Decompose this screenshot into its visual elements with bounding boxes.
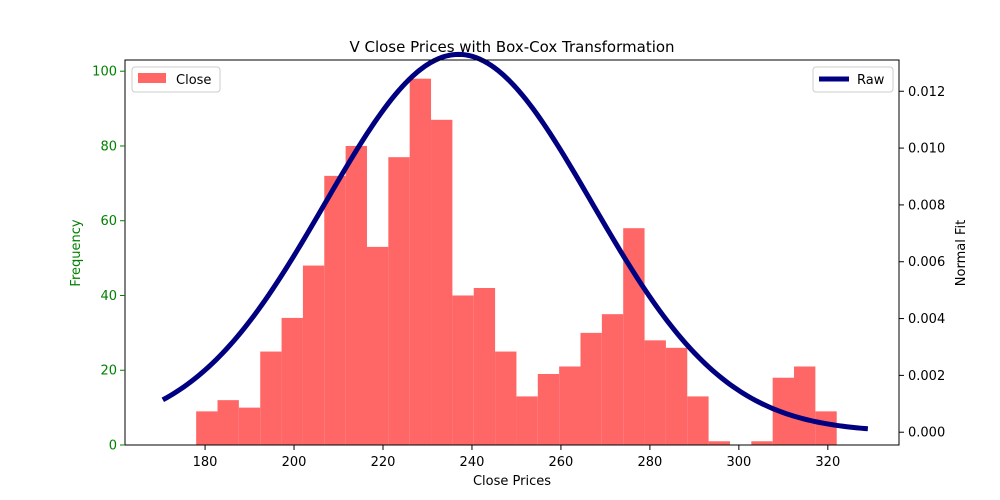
histogram-bar xyxy=(345,145,367,445)
chart-title: V Close Prices with Box-Cox Transformati… xyxy=(349,38,674,56)
histogram-bar xyxy=(302,265,325,445)
histogram-bar xyxy=(260,351,282,445)
histogram-bar xyxy=(217,400,239,445)
normal-fit-line xyxy=(161,51,869,432)
x-tick-label: 320 xyxy=(815,455,840,470)
histogram-bar xyxy=(687,396,709,445)
x-tick-label: 200 xyxy=(282,455,307,470)
y-tick-label: 20 xyxy=(100,364,117,379)
x-tick-label: 220 xyxy=(371,455,396,470)
histogram-bar xyxy=(559,366,581,445)
y2-tick-label: 0.002 xyxy=(908,369,945,384)
y2-tick-label: 0.004 xyxy=(908,312,945,327)
histogram-bar xyxy=(196,411,218,445)
histogram-bar xyxy=(794,366,816,445)
histogram-bars xyxy=(196,78,837,445)
right-y-axis-title: Normal Fit xyxy=(954,220,969,286)
histogram-bar xyxy=(495,351,517,445)
left-y-axis-title: Frequency xyxy=(69,219,84,286)
histogram-bar xyxy=(601,314,624,445)
plot-frame xyxy=(124,59,900,446)
histogram-bar xyxy=(431,119,453,445)
y-tick-label: 40 xyxy=(100,289,117,304)
histogram-bar xyxy=(644,340,666,445)
histogram-bar xyxy=(281,317,303,445)
y2-tick-label: 0.012 xyxy=(908,85,945,100)
legend-label-raw: Raw xyxy=(857,73,885,88)
legend-swatch-close xyxy=(138,73,166,83)
x-tick-label: 260 xyxy=(549,455,574,470)
histogram-bar xyxy=(409,78,432,445)
right-y-axis-ticks: 0.000 0.002 0.004 0.006 0.008 0.010 0.012 xyxy=(899,85,945,441)
histogram-bar xyxy=(388,157,410,445)
legend-label-close: Close xyxy=(176,73,211,88)
histogram-bar xyxy=(580,332,602,445)
legend-left: Close xyxy=(131,66,221,93)
y-tick-label: 0 xyxy=(109,439,117,454)
x-tick-label: 280 xyxy=(637,455,662,470)
x-axis-ticks: 180 200 220 240 260 280 300 320 xyxy=(193,445,840,470)
histogram-bar xyxy=(324,175,346,445)
y2-tick-label: 0.008 xyxy=(908,198,945,213)
y2-tick-label: 0.006 xyxy=(908,255,945,270)
x-tick-label: 240 xyxy=(460,455,485,470)
histogram-bar xyxy=(665,347,688,445)
histogram-bar xyxy=(473,288,496,445)
histogram-bar xyxy=(815,411,837,445)
legend-right-box xyxy=(812,66,894,93)
y2-tick-label: 0.010 xyxy=(908,142,945,157)
x-tick-label: 300 xyxy=(726,455,751,470)
legend-right: Raw xyxy=(812,66,894,93)
left-y-axis-ticks: 0 20 40 60 80 100 xyxy=(92,65,125,454)
y2-tick-label: 0.000 xyxy=(908,426,945,441)
histogram-bar xyxy=(366,246,389,445)
histogram-bar xyxy=(708,441,730,445)
normal-fit-layer xyxy=(161,51,869,432)
y-tick-label: 60 xyxy=(100,214,117,229)
histogram-bar xyxy=(537,373,560,445)
y-tick-label: 80 xyxy=(100,139,117,154)
histogram-bar xyxy=(516,396,538,445)
x-axis-title: Close Prices xyxy=(473,474,551,489)
y-tick-label: 100 xyxy=(92,65,117,80)
histogram-bar xyxy=(452,295,474,445)
x-tick-label: 180 xyxy=(193,455,218,470)
histogram-bar xyxy=(238,407,261,445)
histogram-bar xyxy=(751,441,773,445)
